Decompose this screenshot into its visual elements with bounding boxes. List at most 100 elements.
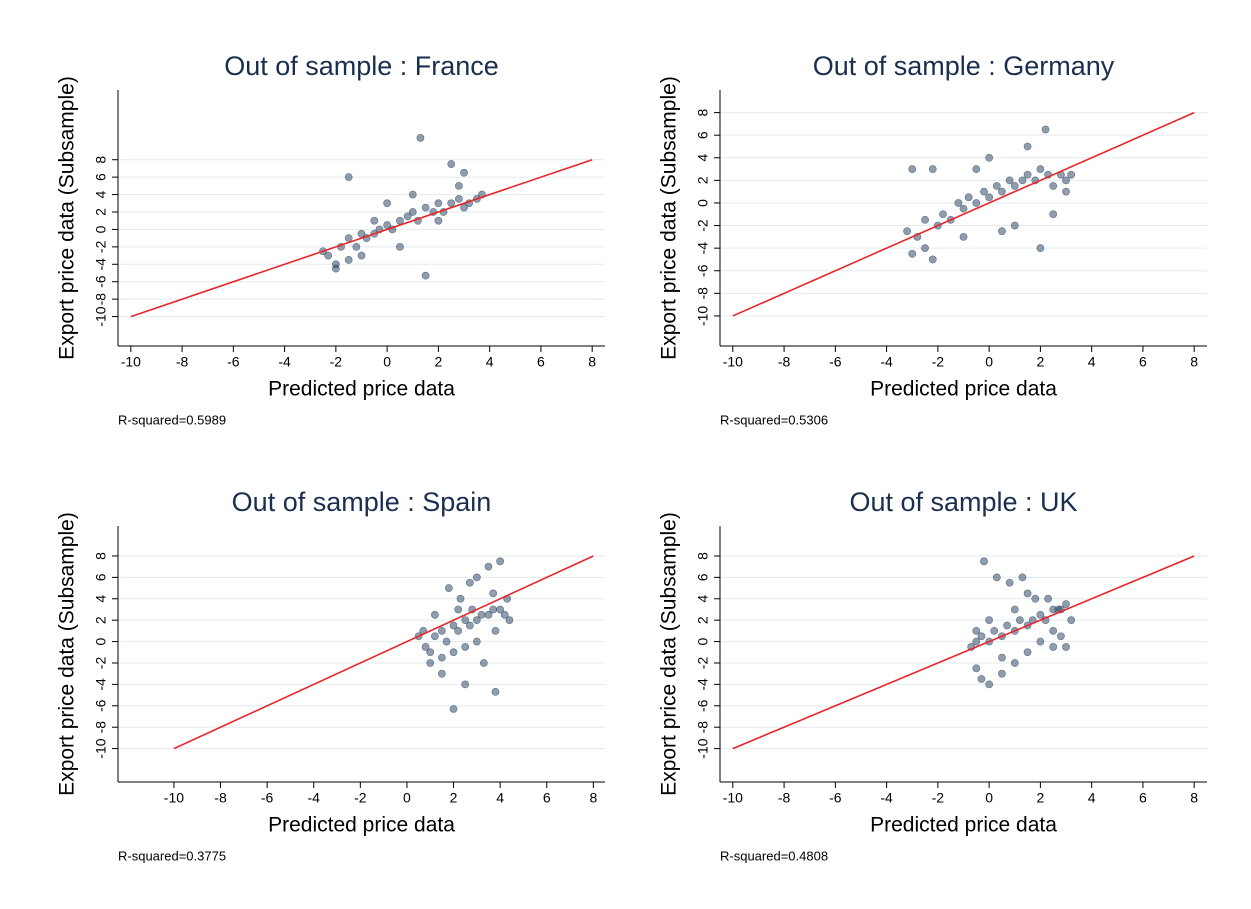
- point: [344, 234, 353, 243]
- point: [1010, 605, 1019, 614]
- panel: -10 -8 -6 -4 -2 0 2 4 6 8 -10 -8 -6 -4 -2 0 2 4 6 8 Out of s…: [658, 51, 1207, 427]
- point: [344, 256, 353, 264]
- y-tick-label: -4: [93, 678, 109, 691]
- x-tick-label: -2: [330, 354, 343, 370]
- x-tick-label: 0: [383, 354, 391, 370]
- point: [465, 578, 474, 587]
- point: [1057, 632, 1065, 641]
- point: [1031, 594, 1040, 603]
- point: [437, 669, 446, 678]
- point: [444, 584, 453, 592]
- fit-line: [173, 555, 594, 750]
- fit-line: [130, 158, 593, 318]
- x-tick-label: -10: [121, 354, 141, 370]
- point: [454, 195, 463, 203]
- x-tick-label: 0: [403, 790, 411, 806]
- point: [465, 621, 474, 630]
- point: [442, 637, 451, 646]
- note: R-squared=0.3775: [118, 848, 226, 863]
- x-tick-label: -6: [261, 790, 274, 806]
- y-axis-label: Export price data (Subsample): [658, 76, 681, 360]
- point: [1062, 643, 1070, 651]
- point: [434, 199, 443, 208]
- point: [964, 193, 973, 202]
- y-tick-label: -8: [695, 721, 711, 734]
- x-tick-label: -2: [932, 354, 945, 370]
- point: [1062, 187, 1070, 196]
- point: [1005, 578, 1014, 587]
- point: [921, 244, 929, 253]
- x-tick-label: -6: [227, 354, 240, 370]
- point: [1036, 244, 1045, 253]
- y-axis-label: Export price data (Subsample): [56, 76, 79, 360]
- y-tick-label: -2: [695, 219, 711, 232]
- point: [426, 648, 435, 657]
- point: [998, 187, 1006, 196]
- x-tick-label: 6: [537, 354, 545, 370]
- y-tick-label: 6: [93, 573, 109, 581]
- fit-line: [732, 111, 1195, 317]
- point: [1036, 610, 1045, 619]
- y-tick-label: 8: [93, 156, 109, 164]
- y-tick-label: -10: [695, 738, 711, 758]
- point: [972, 165, 981, 173]
- x-tick-label: -10: [723, 354, 743, 370]
- point: [980, 557, 988, 566]
- y-tick-label: 8: [695, 552, 711, 560]
- x-tick-label: 6: [543, 790, 551, 806]
- point: [449, 705, 458, 713]
- y-tick-label: 4: [93, 595, 109, 603]
- x-tick-label: -4: [880, 354, 893, 370]
- point: [954, 199, 963, 207]
- point: [484, 610, 493, 619]
- point: [972, 626, 981, 635]
- point: [998, 669, 1006, 678]
- point: [1023, 170, 1032, 179]
- y-tick-label: 6: [695, 573, 711, 581]
- point: [1049, 210, 1058, 219]
- y-tick-label: 6: [93, 173, 109, 181]
- point: [421, 271, 430, 280]
- point: [1005, 176, 1014, 185]
- x-tick-label: -8: [214, 790, 227, 806]
- point: [461, 643, 470, 651]
- point: [449, 648, 458, 657]
- point: [437, 653, 446, 662]
- point: [472, 573, 481, 582]
- y-tick-label: -2: [93, 240, 109, 253]
- x-tick-label: 6: [1139, 790, 1147, 806]
- x-tick-label: -6: [829, 790, 842, 806]
- point: [908, 165, 917, 173]
- point: [461, 680, 470, 689]
- x-tick-label: 4: [486, 354, 494, 370]
- y-tick-label: -8: [93, 721, 109, 734]
- point: [928, 255, 937, 264]
- point: [1018, 573, 1027, 582]
- point: [985, 153, 994, 162]
- y-tick-label: -6: [93, 275, 109, 288]
- panel: -10 -8 -6 -4 -2 0 2 4 6 8 -10 -8 -6 -4 -2 0 2 4 6 8 Out of s…: [658, 487, 1207, 863]
- point: [1041, 125, 1050, 134]
- x-tick-label: 2: [1036, 790, 1044, 806]
- point: [1003, 621, 1011, 630]
- point: [430, 632, 439, 641]
- point: [396, 242, 404, 251]
- point: [421, 643, 430, 651]
- x-tick-label: -8: [778, 354, 791, 370]
- y-tick-label: -10: [93, 738, 109, 758]
- point: [998, 227, 1006, 236]
- x-tick-label: -10: [164, 790, 184, 806]
- x-tick-label: -4: [308, 790, 321, 806]
- x-axis-label: Predicted price data: [870, 814, 1057, 837]
- point: [460, 168, 468, 177]
- note: R-squared=0.5306: [720, 412, 828, 427]
- point: [496, 557, 505, 566]
- point: [324, 251, 333, 260]
- x-tick-label: -10: [723, 790, 743, 806]
- panel: -10 -8 -6 -4 -2 0 2 4 6 8 -10 -8 -6 -4 -2 0 2 4 6 8 Out of s…: [56, 487, 605, 863]
- y-tick-label: 2: [93, 616, 109, 624]
- point: [921, 216, 929, 224]
- y-tick-label: -10: [695, 306, 711, 326]
- y-tick-label: 0: [695, 637, 711, 645]
- point: [352, 242, 361, 251]
